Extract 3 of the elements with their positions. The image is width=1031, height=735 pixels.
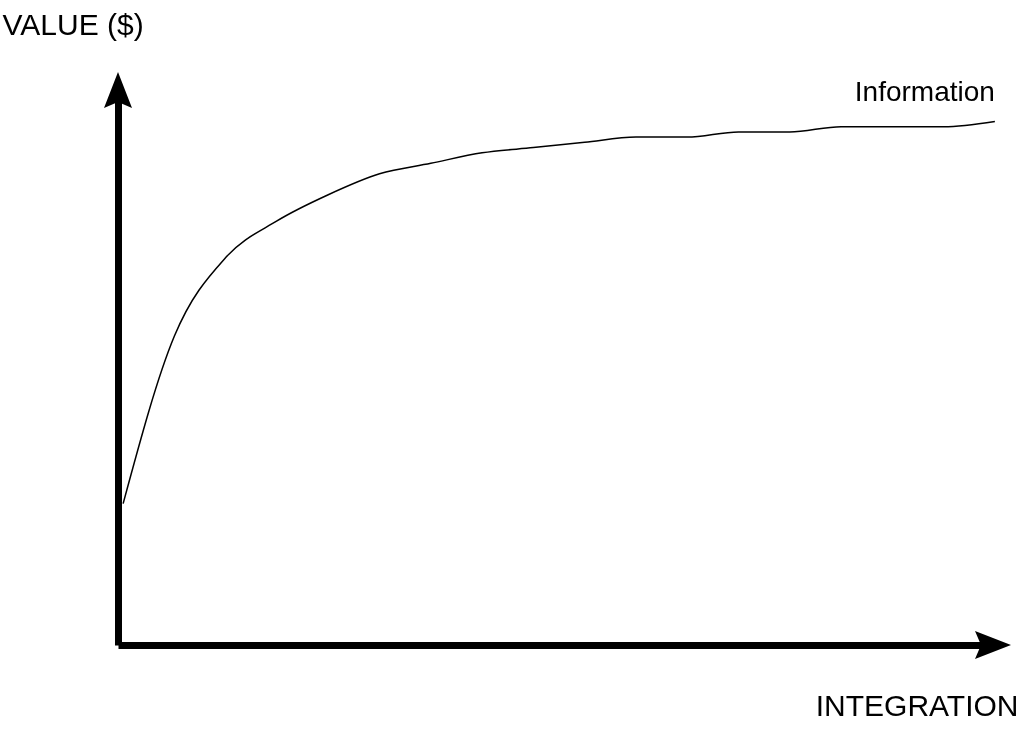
- x-axis-title: INTEGRATION: [815, 688, 1019, 722]
- y-axis-title: VALUE ($): [2, 7, 144, 41]
- series-label: Information: [854, 76, 995, 108]
